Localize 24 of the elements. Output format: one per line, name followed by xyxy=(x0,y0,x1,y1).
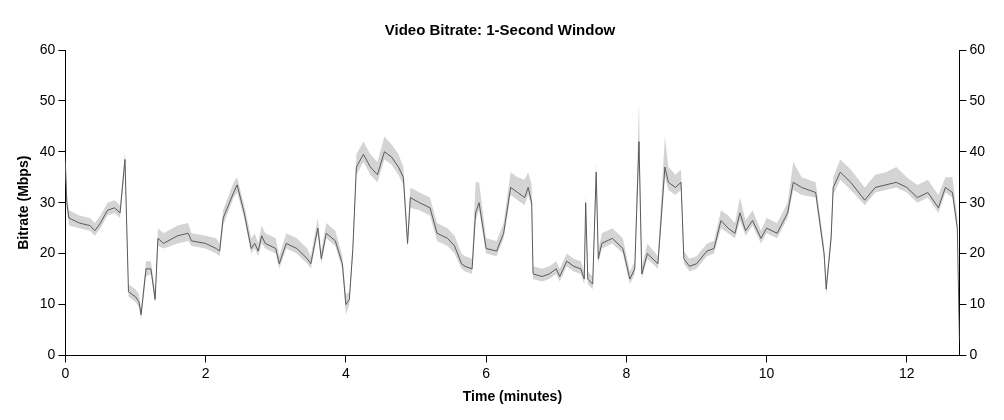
y-axis-title: Bitrate (Mbps) xyxy=(15,155,32,250)
y2-tick-label: 50 xyxy=(969,91,986,108)
x-tick-label: 12 xyxy=(899,364,915,381)
x-tick-label: 8 xyxy=(622,364,631,381)
y2-tick-label: 30 xyxy=(969,193,986,210)
y-tick-label: 40 xyxy=(39,142,56,159)
x-axis-title: Time (minutes) xyxy=(462,388,563,405)
y-tick-label: 20 xyxy=(39,244,56,261)
y-tick-label: 0 xyxy=(47,346,56,363)
y-tick-label: 10 xyxy=(39,295,56,312)
y-tick-label: 30 xyxy=(39,193,56,210)
y-tick-label: 50 xyxy=(39,91,56,108)
y2-tick-label: 0 xyxy=(969,346,978,363)
y2-tick-label: 20 xyxy=(969,244,986,261)
chart-title: Video Bitrate: 1-Second Window xyxy=(384,21,616,39)
y-tick-label: 60 xyxy=(39,40,56,57)
x-tick-label: 0 xyxy=(61,364,70,381)
y2-tick-label: 60 xyxy=(969,40,986,57)
x-tick-label: 10 xyxy=(758,364,775,381)
y2-tick-label: 10 xyxy=(969,295,986,312)
x-tick-label: 6 xyxy=(482,364,491,381)
x-tick-label: 4 xyxy=(341,364,350,381)
x-tick-label: 2 xyxy=(201,364,210,381)
y2-tick-label: 40 xyxy=(969,142,986,159)
